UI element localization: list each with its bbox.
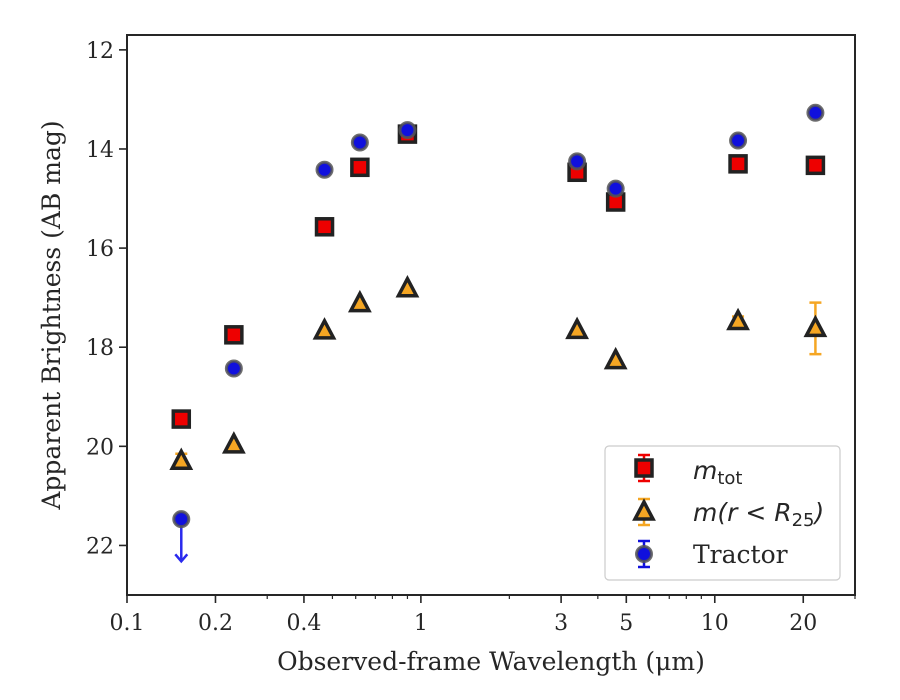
plot-frame	[126, 34, 856, 596]
legend-marker-square	[634, 458, 654, 478]
legend: mtot m(r < R25) Tractor	[604, 445, 841, 581]
data-point-triangle	[726, 307, 750, 331]
data-point-square	[805, 155, 826, 176]
data-point-square	[171, 409, 192, 429]
legend-markers	[632, 453, 656, 569]
data-point-triangle	[312, 317, 337, 340]
legend-marker-circle	[635, 545, 653, 563]
x-tick-label: 0.2	[198, 611, 233, 636]
data-point-triangle	[603, 346, 628, 370]
x-tick-label: 0.4	[286, 611, 321, 636]
x-tick-label: 1	[414, 611, 428, 636]
x-tick-label: 10	[701, 611, 729, 636]
x-axis-ticks: 0.1 0.2 0.4 1 3 5 10 20	[110, 595, 856, 636]
y-axis-label: Apparent Brightness (AB mag)	[37, 120, 66, 510]
data-point-triangle	[395, 274, 420, 298]
x-tick-label: 3	[554, 611, 568, 636]
y-tick-label: 12	[86, 39, 114, 64]
y-tick-label: 14	[86, 138, 114, 163]
data-point-triangle	[347, 289, 372, 313]
data-point-square	[314, 217, 335, 237]
y-tick-label: 20	[86, 435, 114, 460]
legend-label-mtot: mtot	[693, 456, 743, 489]
data-point-circle	[568, 152, 587, 171]
upper-limit-arrow-head	[174, 553, 189, 564]
y-tick-label: 22	[86, 534, 114, 559]
legend-marker-triangle	[632, 498, 656, 521]
data-point-triangle	[169, 447, 194, 470]
x-tick-label: 0.1	[110, 611, 145, 636]
data-point-circle	[606, 179, 625, 198]
data-point-circle	[224, 359, 243, 378]
y-tick-label: 16	[86, 237, 114, 262]
data-point-square	[728, 154, 748, 174]
data-point-circle	[172, 510, 191, 529]
x-tick-label: 20	[789, 611, 817, 636]
legend-label-m-r25: m(r < R25)	[693, 498, 824, 531]
data-point-square	[224, 325, 244, 345]
data-point-square	[350, 157, 370, 178]
y-axis-ticks: 12 14 16 18 20 22	[86, 39, 127, 559]
y-tick-label: 18	[86, 336, 114, 361]
legend-box	[604, 445, 841, 581]
x-tick-label: 5	[619, 611, 633, 636]
data-point-triangle	[803, 314, 828, 338]
data-point-circle	[315, 160, 334, 179]
x-axis-label: Observed-frame Wavelength (μm)	[277, 647, 705, 676]
data-point-triangle	[221, 431, 246, 454]
legend-label-tractor: Tractor	[693, 540, 788, 569]
data-point-circle	[398, 121, 417, 140]
data-point-circle	[350, 133, 369, 152]
data-point-circle	[806, 103, 825, 122]
data-point-circle	[729, 131, 748, 150]
markers-layer	[169, 103, 828, 529]
data-point-triangle	[565, 316, 589, 340]
